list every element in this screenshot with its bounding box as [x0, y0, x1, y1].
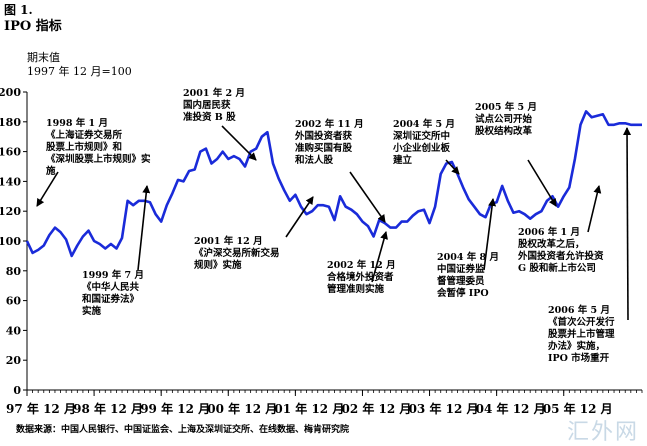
x-tick-label: 00 年 12 月: [207, 401, 277, 416]
annotation-text: IPO 市场重开: [548, 352, 610, 364]
x-tick-label: 98 年 12 月: [73, 401, 143, 416]
annotation-arrow: [371, 231, 388, 283]
annotation-text: 《上海证券交易所: [46, 129, 123, 141]
annotation-text: 外国投资者允许投资: [517, 250, 604, 262]
x-tick-label: 03 年 12 月: [409, 401, 479, 416]
annotation-text: 施: [46, 165, 56, 177]
annotation-arrow: [221, 125, 257, 161]
annotation-text: 中国证券监: [437, 263, 485, 275]
index-series-line: [25, 110, 642, 258]
annotation-text: 2005 年 5 月: [475, 101, 537, 113]
annotation-text: 股票并上市管理: [548, 328, 615, 340]
source-note: 数据来源：中国人民银行、中国证监会、上海及深圳证交所、在线数据、梅肯研究院: [16, 425, 350, 435]
annotation-text: 和国证券法》: [81, 293, 139, 305]
y-tick-label: 0: [13, 384, 21, 397]
annotation-text: 规则》实施: [194, 259, 242, 271]
annotation-arrow: [36, 171, 59, 207]
annotation-text: 2004 年 8 月: [437, 251, 499, 263]
annotation-text: 《沪深交易所新交易: [194, 247, 280, 259]
x-tick-label: 01 年 12 月: [274, 401, 344, 416]
annotation-text: 实施: [82, 305, 102, 317]
annotation-text: 深圳证交所中: [393, 130, 450, 142]
y-tick-label: 160: [0, 146, 21, 159]
annotation-text: 1999 年 7 月: [82, 269, 144, 281]
chart-series: [25, 110, 642, 258]
annotation-text: 合格境外投资者: [327, 271, 394, 283]
annotation-text: 2001 年 12 月: [194, 235, 263, 247]
annotation-text: 《中华人民共: [82, 281, 140, 293]
unit-label-line2: 1997 年 12 月=100: [27, 65, 132, 78]
figure-title: IPO 指标: [4, 19, 62, 34]
y-tick-label: 200: [0, 86, 21, 99]
annotation-text: 股票上市规则》和: [46, 141, 122, 153]
annotation-text: 2002 年 12 月: [327, 259, 396, 271]
chart-axes: 0 20 40 60 80 100 120 140 160 180 200 97 年 12 月98 年…: [0, 86, 643, 416]
annotation-text: 2004 年 5 月: [393, 118, 455, 130]
x-tick-label: 02 年 12 月: [341, 401, 411, 416]
annotation-arrow: [483, 198, 497, 271]
annotation-text: 2006 年 1 月: [518, 226, 580, 238]
line-chart: 0 20 40 60 80 100 120 140 160 180 200 97 年 12 月98 年…: [0, 86, 643, 416]
annotation-text: 小企业创业板: [392, 142, 451, 154]
watermark-logo: 汇外网: [566, 420, 639, 445]
x-tick-label: 97 年 12 月: [6, 401, 76, 416]
annotation-arrow: [137, 185, 151, 271]
annotation-text: 会暂停 IPO: [437, 287, 489, 299]
y-tick-label: 180: [0, 116, 21, 129]
annotation-text: 《深圳股票上市规则》实: [46, 153, 151, 165]
annotation-text: 1998 年 1 月: [46, 117, 108, 129]
annotation-arrow: [349, 171, 386, 223]
annotation-arrow: [587, 185, 602, 233]
annotation-text: G 股和新上市公司: [518, 262, 596, 274]
annotation-text: 《首次公开发行: [548, 316, 615, 328]
annotation-text: 2002 年 11 月: [295, 118, 364, 130]
annotation-text: 外国投资者获: [294, 130, 353, 142]
x-tick-label: 99 年 12 月: [140, 401, 210, 416]
annotation-text: 准投资 B 股: [183, 111, 236, 123]
annotation-text: 管理准则实施: [327, 283, 385, 295]
y-tick-label: 100: [0, 235, 21, 248]
annotation-text: 国内居民获: [183, 99, 231, 111]
y-tick-label: 140: [0, 175, 21, 188]
chart-annotations: 1998 年 1 月《上海证券交易所股票上市规则》和《深圳股票上市规则》实施19…: [36, 87, 632, 364]
annotation-text: 2006 年 5 月: [548, 304, 610, 316]
annotation-text: 督管理委员: [437, 275, 485, 287]
annotation-text: 准购买国有股: [295, 142, 353, 154]
y-tick-label: 60: [6, 295, 22, 308]
annotation-arrow: [445, 159, 460, 175]
figure-label: 图 1.: [4, 3, 33, 17]
y-tick-label: 20: [6, 354, 22, 367]
annotation-text: 试点公司开始: [475, 113, 533, 125]
annotation-text: 建立: [392, 154, 413, 166]
annotation-arrow: [527, 159, 557, 207]
annotation-arrow: [623, 127, 632, 321]
annotation-text: 和法人股: [294, 154, 334, 166]
annotation-text: 2001 年 2 月: [183, 87, 245, 99]
unit-label-line1: 期末值: [27, 51, 60, 64]
y-tick-label: 80: [6, 265, 22, 278]
annotation-text: 股权结构改革: [475, 125, 533, 137]
annotation-text: 股权改革之后，: [518, 238, 585, 250]
y-tick-label: 120: [0, 205, 21, 218]
annotation-text: 办法》实施，: [548, 340, 605, 352]
x-tick-label: 04 年 12 月: [476, 401, 546, 416]
annotation-arrow: [285, 196, 314, 238]
x-tick-label: 05 年 12 月: [543, 401, 613, 416]
y-tick-label: 40: [6, 324, 22, 337]
